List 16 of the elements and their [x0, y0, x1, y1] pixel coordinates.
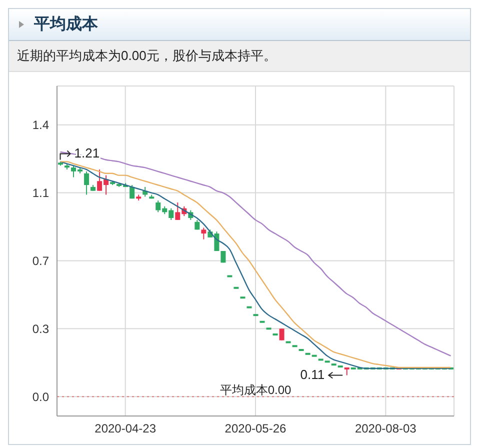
chart-title: 平均成本 — [34, 14, 98, 35]
ref-line-label: 平均成本0.00 — [220, 383, 292, 398]
x-tick-label: 2020-04-23 — [94, 422, 156, 436]
candlestick — [130, 184, 135, 200]
chart-subtitle: 近期的平均成本为0.00元，股价与成本持平。 — [9, 41, 470, 72]
y-tick-label: 1.4 — [32, 118, 50, 132]
y-tick-label: 0.7 — [32, 254, 50, 268]
candlestick — [201, 227, 206, 240]
candlestick — [84, 170, 90, 196]
y-tick-label: 1.1 — [32, 186, 50, 200]
candlestick — [279, 328, 284, 341]
x-tick-label: 2020-08-03 — [354, 422, 417, 436]
y-tick-label: 0.0 — [32, 390, 50, 404]
y-tick-label: 0.3 — [32, 322, 50, 336]
annotation: 0.11 — [300, 367, 325, 382]
x-tick-label: 2020-05-26 — [224, 422, 287, 436]
